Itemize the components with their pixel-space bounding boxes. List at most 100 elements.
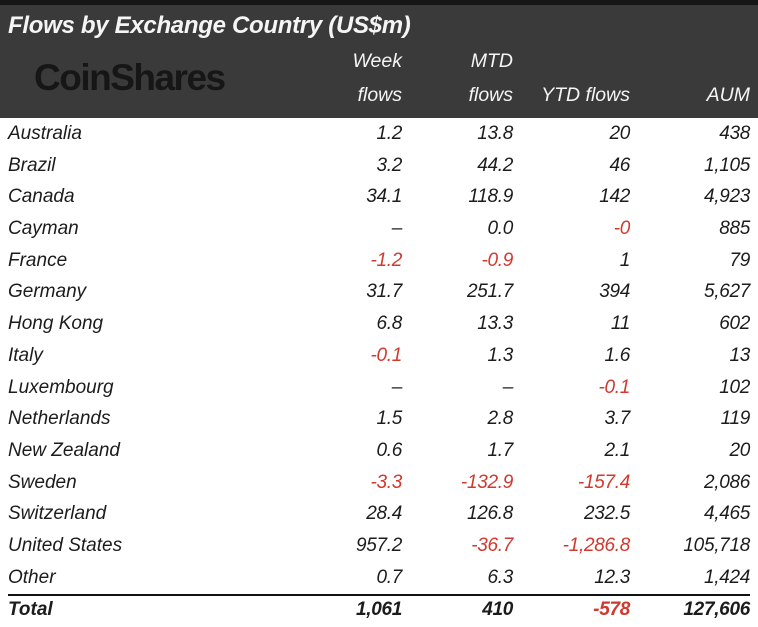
column-header-ytd-flows: YTD flows (541, 84, 630, 106)
cell-ytd: -0 (613, 218, 631, 240)
cell-mtd: -132.9 (460, 471, 513, 493)
total-label: Total (8, 599, 53, 621)
cell-mtd: 13.8 (477, 122, 513, 144)
cell-mtd: 118.9 (468, 186, 513, 208)
cell-country: New Zealand (8, 440, 120, 462)
table-header: Flows by Exchange Country (US$m) CoinSha… (0, 0, 758, 118)
cell-ytd: 3.7 (604, 408, 630, 430)
cell-week: 1.2 (376, 122, 402, 144)
cell-mtd: 13.3 (477, 313, 513, 335)
cell-ytd: 142 (599, 186, 630, 208)
cell-country: Brazil (8, 154, 56, 176)
cell-mtd: -0.9 (481, 249, 513, 271)
cell-ytd: 1 (619, 249, 631, 271)
cell-ytd: -1,286.8 (562, 535, 631, 557)
cell-aum: 119 (720, 408, 751, 430)
cell-week: 0.7 (376, 566, 402, 588)
cell-country: Canada (8, 186, 75, 208)
table-row: Australia 1.2 13.8 20 438 (8, 118, 750, 150)
table-row: Hong Kong 6.8 13.3 11 602 (8, 308, 750, 340)
cell-week: – (391, 218, 403, 240)
cell-country: Netherlands (8, 408, 111, 430)
cell-country: Sweden (8, 471, 77, 493)
cell-week: 1.5 (376, 408, 402, 430)
cell-mtd: 251.7 (466, 281, 513, 303)
page-title: Flows by Exchange Country (US$m) (8, 12, 411, 39)
cell-country: Germany (8, 281, 87, 303)
cell-ytd: 20 (609, 122, 630, 144)
table-row: Netherlands 1.5 2.8 3.7 119 (8, 403, 750, 435)
table-row: United States 957.2 -36.7 -1,286.8 105,718 (8, 530, 750, 562)
cell-aum: 20 (729, 440, 750, 462)
total-aum: 127,606 (683, 599, 750, 621)
cell-week: 957.2 (355, 535, 402, 557)
table-row: France -1.2 -0.9 1 79 (8, 245, 750, 277)
cell-ytd: 394 (599, 281, 630, 303)
column-header-aum: AUM (706, 84, 750, 106)
table-row: Canada 34.1 118.9 142 4,923 (8, 181, 750, 213)
cell-aum: 1,424 (703, 566, 750, 588)
cell-week: -1.2 (370, 249, 402, 271)
cell-mtd: 0.0 (487, 218, 513, 240)
total-mtd-flows: 410 (482, 599, 513, 621)
total-row: Total 1,061 410 -578 127,606 (8, 593, 750, 625)
cell-ytd: 232.5 (583, 503, 630, 525)
cell-country: France (8, 249, 68, 271)
column-header-week-flows: Week flows (352, 50, 403, 106)
table-row: Switzerland 28.4 126.8 232.5 4,465 (8, 499, 750, 531)
cell-country: United States (8, 535, 123, 557)
cell-ytd: 12.3 (594, 566, 630, 588)
cell-country: Cayman (8, 218, 79, 240)
cell-aum: 438 (719, 122, 750, 144)
cell-aum: 602 (719, 313, 750, 335)
cell-mtd: 126.8 (466, 503, 513, 525)
total-week-flows: 1,061 (355, 599, 402, 621)
table-row: Luxembourg – – -0.1 102 (8, 372, 750, 404)
column-header-row: CoinShares Week flows MTD flows YTD flow… (8, 44, 750, 112)
cell-ytd: -0.1 (598, 376, 630, 398)
cell-week: 0.6 (376, 440, 402, 462)
cell-country: Other (8, 566, 56, 588)
total-row-wrap: Total 1,061 410 -578 127,606 (0, 593, 758, 625)
cell-week: 34.1 (366, 186, 402, 208)
cell-week: -0.1 (370, 344, 402, 366)
cell-week: – (391, 376, 403, 398)
cell-country: Luxembourg (8, 376, 114, 398)
table-row: Cayman – 0.0 -0 885 (8, 213, 750, 245)
cell-aum: 2,086 (703, 471, 750, 493)
column-header-mtd-flows: MTD flows (468, 50, 513, 106)
cell-mtd: 44.2 (477, 154, 513, 176)
cell-ytd: 46 (609, 154, 630, 176)
cell-aum: 4,465 (703, 503, 750, 525)
cell-week: -3.3 (370, 471, 402, 493)
cell-week: 28.4 (366, 503, 402, 525)
cell-mtd: 1.7 (487, 440, 513, 462)
cell-mtd: – (502, 376, 514, 398)
cell-country: Switzerland (8, 503, 107, 525)
cell-aum: 105,718 (683, 535, 750, 557)
cell-aum: 885 (719, 218, 750, 240)
cell-week: 31.7 (366, 281, 402, 303)
cell-aum: 4,923 (703, 186, 750, 208)
cell-mtd: 1.3 (487, 344, 513, 366)
cell-country: Hong Kong (8, 313, 104, 335)
cell-mtd: 6.3 (487, 566, 513, 588)
cell-aum: 5,627 (703, 281, 750, 303)
coinshares-logo: CoinShares (34, 57, 226, 98)
cell-ytd: 1.6 (604, 344, 630, 366)
cell-country: Australia (8, 122, 82, 144)
cell-week: 6.8 (376, 313, 402, 335)
cell-ytd: -157.4 (577, 471, 630, 493)
table-row: Brazil 3.2 44.2 46 1,105 (8, 150, 750, 182)
cell-country: Italy (8, 344, 43, 366)
table-row: Sweden -3.3 -132.9 -157.4 2,086 (8, 467, 750, 499)
cell-aum: 1,105 (703, 154, 750, 176)
table-row: Italy -0.1 1.3 1.6 13 (8, 340, 750, 372)
cell-aum: 13 (729, 344, 750, 366)
cell-aum: 102 (719, 376, 750, 398)
table-body: Australia 1.2 13.8 20 438 Brazil 3.2 44.2 46 1,10… (0, 118, 758, 594)
cell-aum: 79 (729, 249, 750, 271)
cell-mtd: -36.7 (471, 535, 513, 557)
cell-week: 3.2 (376, 154, 402, 176)
